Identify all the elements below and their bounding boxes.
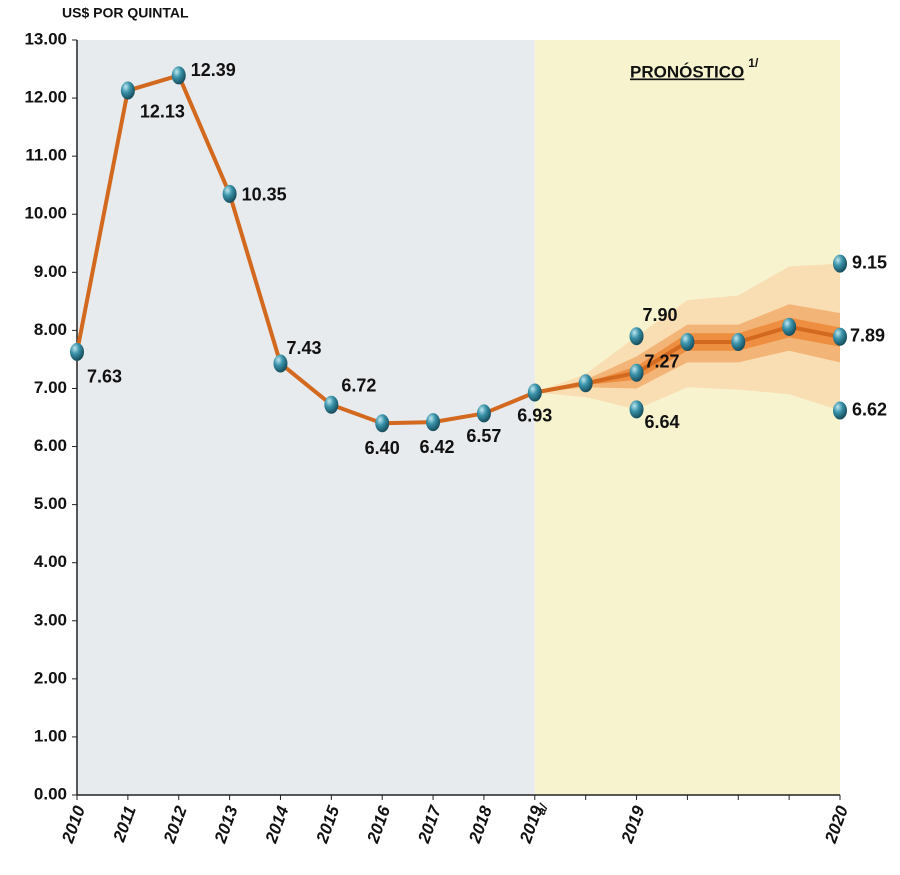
data-point — [222, 184, 237, 203]
data-point — [680, 333, 695, 351]
data-label: 6.57 — [466, 426, 501, 446]
data-label: 6.72 — [341, 375, 376, 395]
y-tick-label: 3.00 — [34, 610, 67, 629]
price-line — [75, 73, 841, 426]
x-tick-label: 2012 — [160, 803, 191, 846]
data-label: 6.93 — [517, 405, 552, 425]
data-label: 7.27 — [645, 352, 680, 372]
y-tick-label: 2.00 — [34, 668, 67, 687]
data-point — [120, 81, 135, 100]
data-point — [70, 342, 84, 361]
x-tick-label: 2014 — [261, 803, 292, 846]
y-tick-label: 7.00 — [34, 378, 67, 397]
x-tick-label: 2020 — [821, 803, 852, 846]
y-tick-label: 11.00 — [25, 146, 67, 165]
x-tick-label: 2018 — [465, 803, 496, 846]
data-point — [324, 395, 339, 414]
y-tick-label: 12.00 — [24, 88, 67, 107]
data-point — [171, 66, 186, 85]
x-tick-label: 2013 — [210, 803, 241, 846]
y-tick-label: 6.00 — [34, 436, 67, 455]
data-point — [527, 383, 542, 402]
data-point — [476, 404, 491, 423]
forecast-background — [534, 40, 840, 795]
data-point — [629, 327, 644, 346]
data-label: 9.15 — [852, 252, 887, 272]
data-point — [833, 327, 847, 346]
data-point — [629, 363, 644, 382]
data-point — [375, 414, 390, 433]
x-tick-label: 2011 — [109, 803, 140, 845]
data-label: 7.90 — [643, 305, 678, 325]
data-point — [578, 374, 593, 393]
x-tick-label: 2019 — [617, 803, 648, 846]
y-tick-label: 9.00 — [34, 262, 67, 281]
data-label: 7.63 — [87, 367, 122, 387]
data-label: 12.13 — [140, 101, 185, 121]
data-label: 6.42 — [420, 437, 455, 457]
data-point — [629, 400, 644, 419]
data-label: 6.64 — [645, 412, 680, 432]
x-tick-label: 2017 — [414, 802, 446, 846]
data-point — [731, 333, 746, 351]
y-axis-label: US$ POR QUINTAL — [62, 5, 189, 21]
data-label: 6.62 — [852, 399, 887, 419]
y-tick-label: 1.00 — [34, 726, 67, 745]
y-tick-label: 8.00 — [34, 320, 67, 339]
data-label: 7.89 — [850, 326, 885, 346]
x-tick-label: 2016 — [363, 803, 394, 846]
forecast-note: 1/ — [748, 56, 759, 70]
x-tick-label: 2015 — [312, 803, 343, 846]
y-tick-label: 5.00 — [34, 494, 67, 513]
data-label: 10.35 — [242, 185, 287, 205]
y-tick-label: 0.00 — [34, 784, 67, 803]
y-tick-label: 13.00 — [24, 29, 67, 48]
data-label: 7.43 — [286, 338, 321, 358]
forecast-label: PRONÓSTICO — [630, 62, 744, 81]
data-point — [426, 413, 441, 432]
data-point — [273, 354, 288, 373]
data-label: 12.39 — [191, 60, 236, 80]
x-tick-label: 2010 — [58, 803, 89, 846]
y-tick-label: 4.00 — [34, 552, 67, 571]
data-point — [833, 401, 847, 420]
y-tick-label: 10.00 — [24, 204, 67, 223]
data-point — [833, 254, 847, 273]
data-label: 6.40 — [365, 438, 400, 458]
data-point — [782, 317, 797, 336]
